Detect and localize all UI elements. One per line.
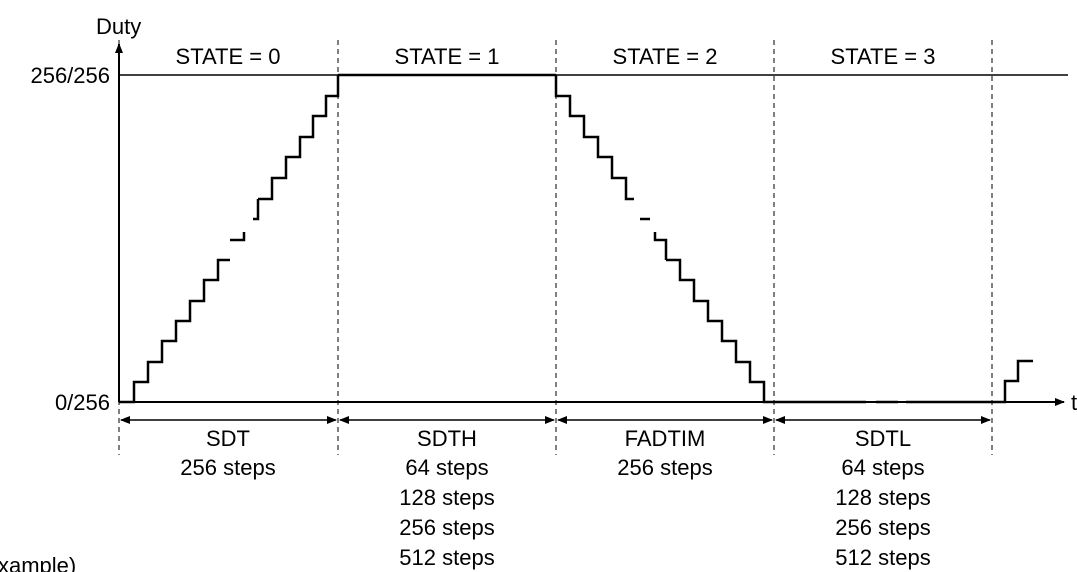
fall-upper-steps <box>554 75 634 201</box>
y-tick-top: 256/256 <box>30 63 110 88</box>
duty-waveform <box>119 73 1033 404</box>
interval-steps-sdth-2: 256 steps <box>399 515 494 540</box>
rise-gap-fragment-2 <box>253 199 260 221</box>
interval-steps-sdtl-0: 64 steps <box>841 455 924 480</box>
interval-steps-sdth-1: 128 steps <box>399 485 494 510</box>
interval-name-sdtl: SDTL <box>855 426 911 451</box>
next-cycle-steps <box>992 359 1033 404</box>
state-label-2: STATE = 2 <box>613 44 718 69</box>
interval-steps-sdth-0: 64 steps <box>405 455 488 480</box>
state-label-0: STATE = 0 <box>176 44 281 69</box>
interval-steps-sdtl-3: 512 steps <box>835 545 930 570</box>
rise-upper-steps <box>258 75 340 201</box>
interval-name-fadtim: FADTIM <box>625 426 706 451</box>
interval-steps-fadtim-0: 256 steps <box>617 455 712 480</box>
x-axis-label: t <box>1071 390 1077 415</box>
interval-name-sdt: SDT <box>206 426 250 451</box>
y-tick-bottom: 0/256 <box>55 390 110 415</box>
rise-lower-steps <box>119 258 230 404</box>
interval-name-sdth: SDTH <box>417 426 477 451</box>
fall-lower-steps <box>666 258 774 404</box>
interval-steps-sdtl-2: 256 steps <box>835 515 930 540</box>
y-axis-label: Duty <box>96 14 141 39</box>
state-label-1: STATE = 1 <box>395 44 500 69</box>
state-label-3: STATE = 3 <box>831 44 936 69</box>
interval-steps-sdt-0: 256 steps <box>180 455 275 480</box>
caption: xample) <box>0 553 76 572</box>
rise-gap-fragment <box>230 232 246 242</box>
fall-gap-fragment-2 <box>653 232 668 260</box>
interval-steps-sdth-3: 512 steps <box>399 545 494 570</box>
interval-steps-sdtl-1: 128 steps <box>835 485 930 510</box>
